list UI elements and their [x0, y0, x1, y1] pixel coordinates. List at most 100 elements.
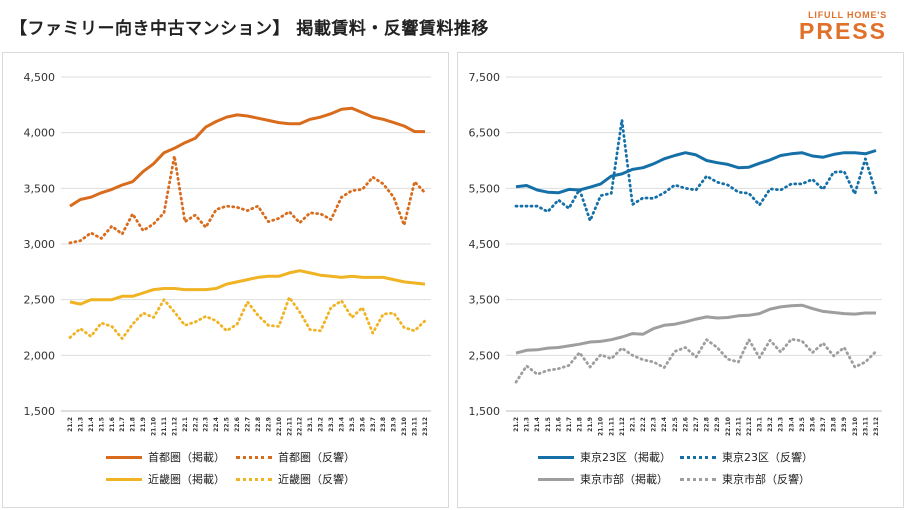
- x-tick-label: 23.11: [862, 417, 869, 436]
- x-tick-label: 21.10: [151, 417, 158, 436]
- legend-label: 東京市部（掲載）: [580, 473, 668, 486]
- y-tick-label: 4,500: [24, 71, 56, 84]
- lifull-press-logo: LIFULL HOME'S PRESS: [799, 10, 887, 44]
- x-tick-label: 23.1: [757, 417, 764, 432]
- legend-item: 東京市部（反響）: [680, 471, 810, 487]
- x-tick-label: 23.5: [799, 417, 806, 432]
- x-tick-label: 23.12: [422, 417, 429, 436]
- x-tick-label: 22.2: [640, 417, 647, 432]
- x-tick-label: 23.3: [778, 417, 785, 432]
- x-tick-label: 21.5: [545, 417, 552, 432]
- x-tick-label: 22.8: [255, 417, 262, 432]
- x-tick-label: 22.1: [182, 417, 189, 432]
- x-tick-label: 21.3: [524, 417, 531, 432]
- x-tick-label: 21.2: [67, 417, 74, 432]
- x-tick-label: 23.4: [788, 417, 795, 432]
- legend-item: 東京23区（反響）: [680, 449, 813, 465]
- x-tick-label: 22.9: [265, 417, 272, 432]
- x-tick-label: 22.11: [735, 417, 742, 436]
- series-line-0-2: [69, 269, 426, 306]
- x-tick-label: 22.1: [629, 417, 636, 432]
- x-tick-label: 22.12: [746, 417, 753, 436]
- x-tick-label: 22.7: [693, 417, 700, 432]
- x-tick-label: 21.8: [130, 417, 137, 432]
- y-tick-label: 1,500: [24, 405, 56, 418]
- x-tick-label: 23.7: [370, 417, 377, 432]
- x-tick-label: 21.6: [109, 417, 116, 432]
- x-tick-label: 21.5: [98, 417, 105, 432]
- y-tick-label: 1,500: [469, 405, 501, 418]
- x-tick-label: 21.4: [534, 417, 541, 432]
- x-tick-label: 21.12: [619, 417, 626, 436]
- legend-item: 近畿圏（反響）: [236, 471, 355, 487]
- series-line-1-0: [515, 149, 877, 195]
- legend-item: 近畿圏（掲載）: [106, 471, 225, 487]
- x-tick-label: 23.10: [852, 417, 859, 436]
- series-line-1-1: [514, 118, 878, 223]
- x-tick-label: 21.10: [598, 417, 605, 436]
- x-tick-label: 21.7: [566, 417, 573, 432]
- x-tick-label: 22.3: [203, 417, 210, 432]
- y-tick-label: 7,500: [469, 71, 501, 84]
- legend-label: 近畿圏（掲載）: [148, 473, 225, 486]
- y-tick-label: 3,500: [469, 294, 501, 307]
- x-tick-label: 23.10: [401, 417, 408, 436]
- x-tick-label: 22.3: [651, 417, 658, 432]
- legend-label: 近畿圏（反響）: [278, 473, 355, 486]
- x-tick-label: 23.6: [359, 417, 366, 432]
- legend-label: 東京23区（反響）: [722, 451, 813, 464]
- x-tick-label: 22.6: [234, 417, 241, 432]
- legend-label: 東京23区（掲載）: [580, 451, 671, 464]
- legend-item: 首都圏（掲載）: [106, 449, 225, 465]
- x-tick-label: 22.10: [725, 417, 732, 436]
- y-tick-label: 5,500: [469, 182, 501, 195]
- x-tick-label: 21.9: [587, 417, 594, 432]
- left-chart-panel: 1,500 2,000 2,500 3,000 3,500 4,000 4,500 21.2 2…: [2, 52, 449, 508]
- x-tick-label: 23.9: [391, 417, 398, 432]
- x-tick-label: 21.7: [119, 417, 126, 432]
- series-line-0-3: [68, 295, 427, 341]
- x-tick-label: 22.10: [276, 417, 283, 436]
- x-tick-label: 23.11: [412, 417, 419, 436]
- x-tick-label: 23.7: [820, 417, 827, 432]
- y-tick-label: 6,500: [469, 127, 501, 140]
- x-tick-label: 23.5: [349, 417, 356, 432]
- x-tick-label: 21.8: [577, 417, 584, 432]
- x-tick-label: 21.4: [88, 417, 95, 432]
- right-chart-svg: 1,500 2,500 3,500 4,500 5,500 6,500 7,500 21.2 2…: [469, 71, 882, 436]
- x-tick-label: 22.8: [704, 417, 711, 432]
- x-tick-label: 23.8: [380, 417, 387, 432]
- x-tick-label: 21.2: [513, 417, 520, 432]
- x-tick-label: 22.11: [286, 417, 293, 436]
- x-tick-label: 22.6: [682, 417, 689, 432]
- x-tick-label: 21.11: [161, 417, 168, 436]
- x-tick-label: 22.4: [213, 417, 220, 432]
- x-tick-label: 21.6: [555, 417, 562, 432]
- x-tick-label: 23.2: [767, 417, 774, 432]
- y-tick-label: 2,000: [24, 349, 56, 362]
- x-tick-label: 21.9: [140, 417, 147, 432]
- chart-title: 【ファミリー向き中古マンション】 掲載賃料・反響賃料推移: [10, 19, 489, 39]
- right-chart-panel: 1,500 2,500 3,500 4,500 5,500 6,500 7,500 21.2 2…: [457, 52, 904, 508]
- y-tick-label: 4,500: [469, 238, 501, 251]
- x-tick-label: 22.5: [672, 417, 679, 432]
- x-tick-label: 23.3: [328, 417, 335, 432]
- logo-small-text: LIFULL HOME'S: [808, 10, 887, 20]
- x-tick-label: 21.12: [171, 417, 178, 436]
- legend-item: 東京市部（掲載）: [538, 471, 668, 487]
- legend-label: 首都圏（掲載）: [148, 451, 225, 464]
- legend-item: 東京23区（掲載）: [538, 449, 671, 465]
- x-tick-label: 22.9: [714, 417, 721, 432]
- y-tick-label: 3,500: [24, 182, 56, 195]
- series-line-0-1: [68, 154, 427, 245]
- x-tick-label: 23.2: [318, 417, 325, 432]
- legend-item: 首都圏（反響）: [236, 449, 355, 465]
- x-tick-label: 22.2: [192, 417, 199, 432]
- series-line-0-0: [69, 106, 425, 208]
- series-line-1-3: [514, 337, 878, 384]
- y-tick-label: 3,000: [24, 238, 56, 251]
- x-tick-label: 23.8: [831, 417, 838, 432]
- logo-big-text: PRESS: [799, 18, 887, 44]
- legend-label: 首都圏（反響）: [278, 451, 355, 464]
